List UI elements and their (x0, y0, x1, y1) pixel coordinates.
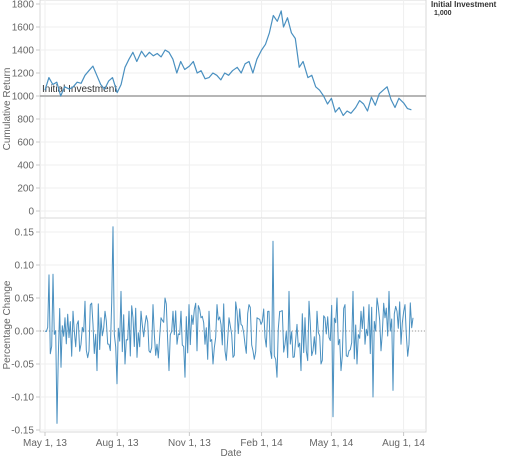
percentage-change-y-tick-label: -0.05 (11, 360, 34, 371)
x-tick-label: Feb 1, 14 (240, 438, 283, 449)
percentage-change-y-tick-label: 0.15 (15, 228, 35, 239)
cumulative-return-panel: 0 200 400 600 800 1000 1200 1400 1600 1800 Cumulat… (2, 0, 427, 219)
x-tick-label: May 1, 13 (23, 438, 67, 449)
cumulative-return-y-tick-label: 1000 (12, 92, 35, 103)
cumulative-return-y-tick-label: 200 (17, 184, 34, 195)
percentage-change-series-line (44, 226, 414, 424)
x-tick-label: Aug 1, 14 (382, 438, 425, 449)
percentage-change-y-axis-title: Percentage Change (2, 280, 13, 369)
cumulative-return-y-tick-label: 0 (28, 207, 34, 218)
initial-investment-label: Initial Investment (42, 84, 117, 95)
cumulative-return-y-tick-label: 1400 (12, 46, 35, 57)
cumulative-return-y-tick-label: 400 (17, 161, 34, 172)
percentage-change-y-tick-label: 0.10 (15, 261, 35, 272)
cumulative-return-y-tick-label: 1200 (12, 69, 35, 80)
cumulative-return-y-tick-label: 1600 (12, 23, 35, 34)
percentage-change-y-tick-label: 0.00 (15, 327, 35, 338)
cumulative-return-y-tick-label: 600 (17, 138, 34, 149)
legend-value: 1,000 (434, 10, 452, 17)
x-axis: May 1, 13 Aug 1, 13 Nov 1, 13 Feb 1, 14 May … (23, 432, 425, 459)
legend-title: Initial Investment (431, 0, 497, 9)
percentage-change-y-tick-label: 0.05 (15, 294, 35, 305)
cumulative-return-y-tick-label: 800 (17, 115, 34, 126)
cumulative-return-y-tick-label: 1800 (12, 0, 35, 11)
cumulative-return-series-line (44, 10, 412, 117)
x-tick-label: May 1, 14 (309, 438, 353, 449)
percentage-change-panel: -0.15 -0.10 -0.05 0.00 0.05 0.10 0.15 Percentag… (2, 217, 427, 437)
percentage-change-y-tick-label: -0.10 (11, 393, 34, 404)
x-tick-label: Nov 1, 13 (168, 438, 211, 449)
cumulative-return-plot-frame (39, 0, 427, 219)
x-axis-title: Date (220, 448, 242, 459)
cumulative-return-y-axis-title: Cumulative Return (2, 68, 13, 151)
percentage-change-y-tick-label: -0.15 (11, 426, 34, 437)
x-tick-label: Aug 1, 13 (96, 438, 139, 449)
legend: Initial Investment 1,000 (431, 0, 497, 17)
